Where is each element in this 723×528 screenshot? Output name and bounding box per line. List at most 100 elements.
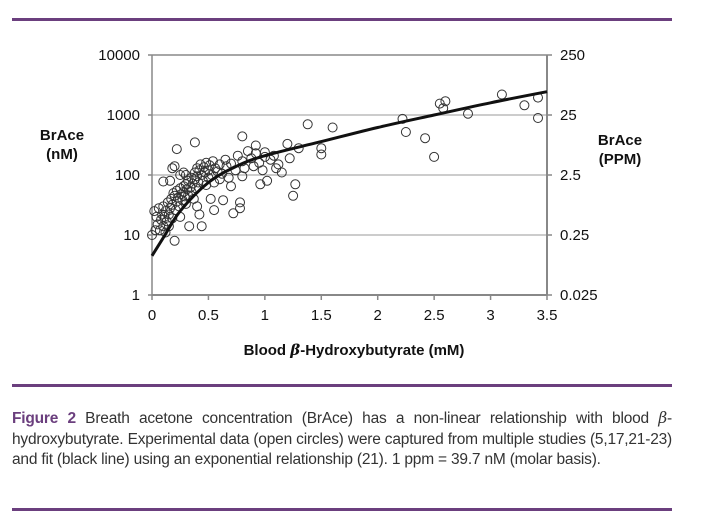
data-point [209, 205, 220, 216]
data-point [463, 108, 473, 119]
data-point [169, 235, 180, 246]
data-point [153, 203, 164, 214]
data-point [440, 96, 451, 107]
data-point [178, 167, 189, 178]
data-point [397, 113, 408, 124]
data-point [171, 144, 182, 155]
data-point [160, 227, 171, 238]
data-point [205, 193, 216, 204]
data-point [196, 170, 207, 180]
data-point [220, 154, 231, 165]
data-point [250, 140, 261, 151]
data-point [232, 150, 243, 161]
data-point [290, 179, 301, 190]
data-point [175, 170, 186, 180]
caption-text-1: Breath acetone concentration (BrAce) has… [75, 410, 659, 427]
data-point [167, 163, 178, 174]
data-point [257, 165, 268, 176]
data-point [420, 133, 431, 144]
y-tick-label-right: 25 [560, 107, 577, 124]
caption-beta: β [658, 409, 668, 427]
data-point [496, 89, 507, 100]
caption-text-2: -hydroxybutyrate. Experimental data (ope… [12, 410, 672, 468]
data-point [169, 161, 180, 172]
data-point [218, 195, 229, 206]
data-point [207, 156, 218, 167]
data-point [228, 208, 239, 219]
y-tick-label-left: 10 [123, 227, 140, 244]
data-point [235, 203, 245, 214]
data-point [533, 113, 543, 123]
x-tick-label: 0 [148, 307, 156, 324]
grid-lines [152, 54, 547, 236]
y-tick-label-right: 0.025 [560, 287, 598, 304]
data-point [196, 221, 207, 232]
data-point [180, 170, 191, 180]
data-point [150, 225, 161, 236]
data-point [519, 100, 530, 111]
data-point [200, 167, 210, 178]
data-point [282, 138, 293, 149]
y-label-right-line1: BrAce [598, 132, 642, 149]
y-tick-label-left: 10000 [98, 47, 140, 64]
data-point [255, 179, 266, 190]
x-label-prefix: Blood [244, 342, 291, 359]
x-tick-label: 2.5 [424, 307, 445, 324]
y-tick-label-right: 2.5 [560, 167, 581, 184]
data-point [166, 193, 177, 204]
data-point [171, 196, 182, 207]
x-label-beta: β [289, 341, 300, 359]
data-point [302, 119, 313, 130]
data-point [262, 175, 273, 186]
data-points [147, 89, 543, 246]
figure-caption: Figure 2 Breath acetone concentration (B… [12, 408, 672, 471]
x-tick-label: 3 [486, 307, 494, 324]
y-tick-label-left: 100 [115, 167, 140, 184]
data-point [161, 216, 172, 227]
scatter-chart: 10000 250 1000 25 100 2.5 10 0.25 1 0.025 0 0.5 1 1.5… [40, 47, 642, 359]
data-point [157, 209, 168, 220]
x-tick-label: 0.5 [198, 307, 219, 324]
data-point [194, 209, 205, 220]
axes [148, 54, 552, 300]
y-tick-label-left: 1000 [107, 107, 140, 124]
data-point [226, 181, 236, 192]
middle-rule [12, 384, 672, 387]
top-rule [12, 18, 672, 21]
x-tick-label: 3.5 [537, 307, 558, 324]
bottom-rule [12, 508, 672, 511]
data-point [158, 176, 169, 187]
y-label-left-line1: BrAce [40, 127, 84, 144]
x-tick-label: 1 [261, 307, 269, 324]
data-point [201, 157, 212, 168]
data-point [237, 131, 248, 142]
data-point [248, 161, 259, 172]
y-tick-label-right: 250 [560, 47, 585, 64]
x-label-suffix: -Hydroxybutyrate (mM) [300, 342, 464, 359]
data-point [235, 197, 245, 208]
data-point [316, 143, 327, 154]
data-point [400, 127, 411, 137]
data-point [237, 171, 248, 182]
data-point [176, 189, 187, 200]
figure-label: Figure 2 [12, 410, 76, 427]
y-tick-label-right: 0.25 [560, 227, 589, 244]
data-point [327, 122, 338, 133]
data-point [156, 214, 166, 225]
x-axis-label: Blood β-Hydroxybutyrate (mM) [244, 341, 465, 359]
x-tick-label: 2 [374, 307, 382, 324]
tick-labels: 10000 250 1000 25 100 2.5 10 0.25 1 0.025 0 0.5 1 1.5… [98, 47, 597, 324]
x-tick-label: 1.5 [311, 307, 332, 324]
data-point [276, 167, 287, 178]
fit-line [150, 90, 548, 257]
data-point [192, 163, 203, 174]
data-point [429, 151, 440, 162]
data-point [184, 221, 195, 232]
data-point [316, 149, 327, 160]
data-point [288, 190, 299, 201]
y-label-left-line2: (nM) [46, 146, 78, 163]
data-point [165, 175, 176, 186]
data-point [284, 153, 295, 164]
y-tick-label-left: 1 [132, 287, 140, 304]
data-point [192, 201, 203, 212]
